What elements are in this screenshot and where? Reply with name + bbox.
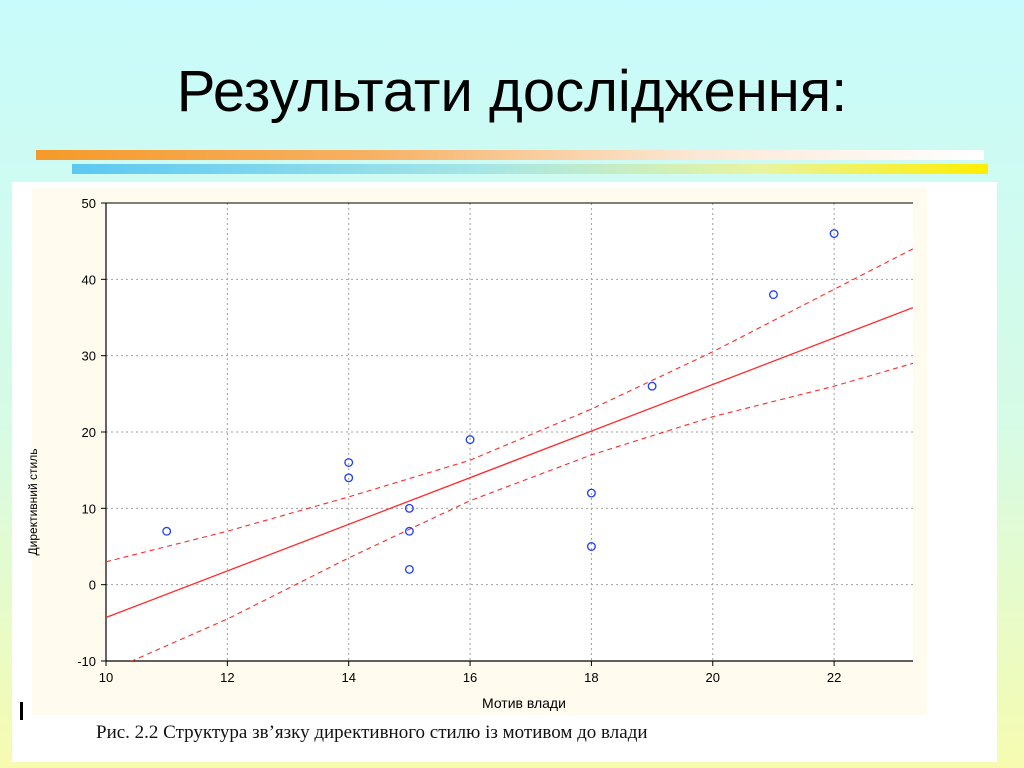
x-tick-label: 22 bbox=[827, 670, 841, 685]
data-point bbox=[344, 458, 354, 467]
y-tick-label: 40 bbox=[82, 272, 96, 287]
plot-area bbox=[106, 203, 913, 661]
confidence-lower-line bbox=[130, 362, 913, 661]
confidence-upper-line bbox=[106, 248, 913, 563]
data-point bbox=[404, 564, 414, 574]
figure-panel: 10 12 14 16 18 20 22 -10 0 10 20 30 40 50 Директивний… bbox=[12, 182, 997, 762]
scatter-chart: 10 12 14 16 18 20 22 -10 0 10 20 30 40 50 bbox=[77, 196, 913, 685]
y-tick-label: -10 bbox=[77, 654, 96, 669]
x-tick-label: 14 bbox=[341, 670, 355, 685]
y-tick-label: 0 bbox=[89, 578, 96, 593]
data-point bbox=[586, 542, 596, 551]
x-tick-label: 16 bbox=[463, 670, 477, 685]
data-point bbox=[586, 488, 596, 498]
decorative-bar-blue bbox=[72, 164, 988, 174]
data-point bbox=[162, 526, 172, 536]
figure-caption: Рис. 2.2 Структура зв’язку директивного … bbox=[96, 722, 648, 743]
y-axis-label: Директивний стиль bbox=[26, 448, 40, 556]
x-tick-label: 12 bbox=[220, 670, 234, 685]
y-tick-label: 20 bbox=[82, 425, 96, 440]
regression-line bbox=[106, 306, 913, 619]
y-tick-label: 30 bbox=[82, 349, 96, 364]
x-tick-label: 20 bbox=[706, 670, 720, 685]
decorative-mark bbox=[20, 702, 23, 720]
y-tick-label: 10 bbox=[82, 501, 96, 516]
data-point bbox=[768, 290, 778, 300]
slide-title: Результати дослідження: bbox=[176, 59, 848, 124]
data-point bbox=[829, 229, 839, 238]
data-point bbox=[404, 503, 414, 513]
decorative-bar-orange bbox=[36, 150, 984, 160]
x-tick-label: 10 bbox=[99, 670, 113, 685]
data-point bbox=[344, 473, 354, 483]
data-point bbox=[465, 435, 475, 445]
y-tick-label: 50 bbox=[82, 196, 96, 211]
x-axis-label: Мотив влади bbox=[482, 695, 566, 711]
data-point bbox=[404, 526, 414, 536]
x-tick-label: 18 bbox=[584, 670, 598, 685]
data-point bbox=[647, 381, 657, 391]
